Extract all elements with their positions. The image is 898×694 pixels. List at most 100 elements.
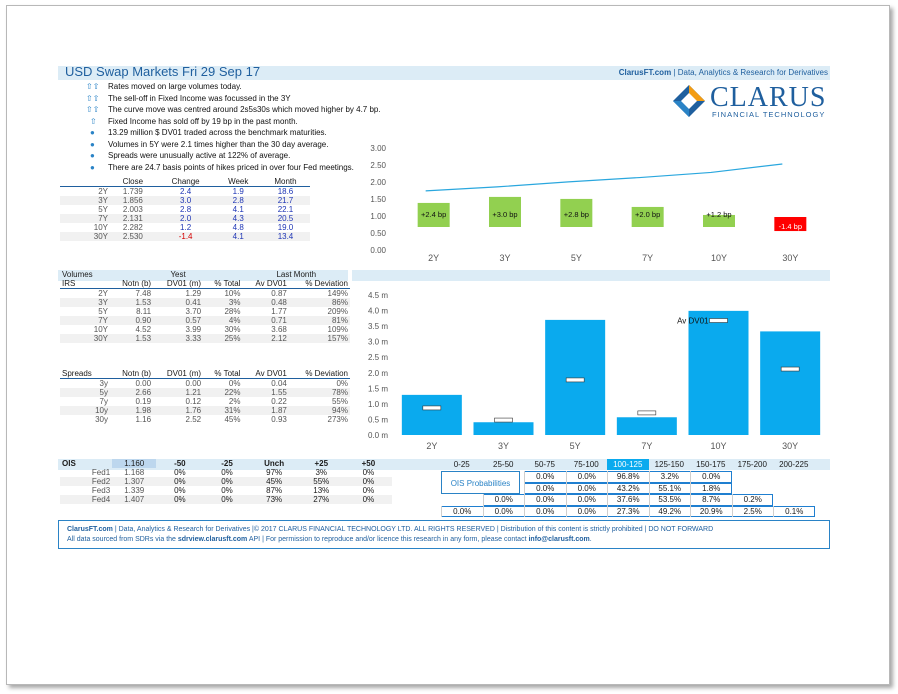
footer-line-1: ClarusFT.com | Data, Analytics & Researc… — [67, 525, 821, 535]
chart2-avg-marker — [565, 377, 585, 383]
dot-icon: ● — [90, 128, 95, 137]
volumes-row: 10Y 4.52 3.99 30% 3.68 109% — [60, 325, 350, 334]
volumes-dv01: 3.33 — [185, 334, 202, 343]
chart2-ytick: 3.0 m — [368, 338, 388, 347]
spreads-label: Spreads — [62, 369, 92, 378]
ois-row: Fed1 1.168 0% 0% 97% 3% 0% — [60, 468, 392, 477]
chart2-xtick: 2Y — [426, 441, 437, 451]
chart1-ytick: 1.50 — [370, 195, 386, 204]
rates-close: 2.131 — [122, 214, 143, 223]
ois-prob-unch: 45% — [266, 477, 283, 486]
chart2-bar — [760, 331, 821, 435]
footer-email-link[interactable]: info@clarusft.com — [528, 536, 590, 543]
chart2-avg-marker — [422, 405, 442, 411]
footer: ClarusFT.com | Data, Analytics & Researc… — [58, 520, 830, 549]
rates-month: 19.0 — [277, 223, 294, 232]
irs-header-row: IRS Notn (b) DV01 (m) % Total Av DV01 % Devia… — [60, 279, 350, 289]
rates-week: 4.1 — [232, 232, 244, 241]
volumes-avdv01: 0.87 — [271, 289, 287, 298]
ois-bucket-header: 150-175 — [696, 460, 726, 469]
volumes-dev: 94% — [331, 406, 348, 415]
chart1-bar — [774, 217, 807, 232]
volumes-pct: 10% — [224, 289, 241, 298]
ois-prob-p25: 27% — [313, 495, 330, 504]
up-arrow-icon: ⇧ — [90, 116, 97, 126]
chart2-annotation: Av DV01 — [677, 317, 709, 326]
volumes-row: 7y 0.19 0.12 2% 0.22 55% — [60, 397, 350, 406]
ois-prob-cell: 1.8% — [690, 482, 732, 494]
chart2-avg-marker — [494, 417, 513, 423]
ois-prob-p25: 13% — [313, 486, 330, 495]
chart2-ytick: 2.5 m — [368, 353, 388, 362]
ois-bucket-header: 0-25 — [453, 460, 470, 469]
volumes-pct: 0% — [228, 379, 241, 388]
ois-fed-name: Fed2 — [91, 477, 111, 486]
volumes-dv01: 3.70 — [185, 307, 202, 316]
volumes-tenor: 30Y — [93, 334, 108, 343]
ois-prob-m25: 0% — [221, 468, 233, 477]
volumes-dv01: 3.99 — [185, 325, 202, 334]
rates-change: 1.2 — [180, 223, 192, 232]
volumes-pct: 25% — [224, 334, 241, 343]
rates-tenor: 30Y — [93, 232, 108, 241]
chart1-ytick: 2.50 — [370, 161, 386, 170]
chart1-ytick: 1.00 — [370, 212, 386, 221]
chart2-xtick: 10Y — [710, 441, 726, 451]
volumes-avdv01: 0.04 — [271, 379, 287, 388]
ois-move-header: -50 — [174, 459, 186, 468]
volumes-row: 2Y 7.48 1.29 10% 0.87 149% — [60, 289, 350, 299]
ois-prob-cell: 0.0% — [524, 471, 566, 483]
volumes-row: 5Y 8.11 3.70 28% 1.77 209% — [60, 307, 350, 316]
ois-prob-p50: 0% — [362, 477, 375, 486]
ois-spot: 1.160 — [112, 459, 157, 468]
rates-row: 10Y 2.282 1.2 4.8 19.0 — [60, 223, 310, 232]
volumes-tenor: 7y — [99, 397, 108, 406]
ois-row: Fed3 1.339 0% 0% 87% 13% 0% — [60, 486, 392, 495]
ois-prob-cell: 0.0% — [690, 471, 732, 483]
volumes-notn: 0.00 — [135, 379, 152, 388]
ois-prob-p50: 0% — [362, 486, 375, 495]
rates-row: 2Y 1.739 2.4 1.9 18.6 — [60, 187, 310, 197]
ois-fed-name: Fed3 — [91, 486, 111, 495]
volumes-notn: 1.98 — [135, 406, 152, 415]
rate-change-chart: 3.00 2.50 2.00 1.50 1.00 0.50 0.00 +2.4 bp 2Y +3.… — [370, 144, 807, 263]
chart2-bar — [401, 394, 462, 435]
volumes-avdv01: 1.55 — [271, 388, 287, 397]
volumes-dv01: 1.21 — [185, 388, 202, 397]
ois-prob-p50: 0% — [362, 468, 375, 477]
ois-prob-cell: 0.0% — [441, 505, 483, 517]
chart2-bar — [545, 319, 606, 435]
volumes-avdv01: 0.48 — [271, 298, 287, 307]
ois-fed-name: Fed1 — [91, 468, 111, 477]
footer-sdrview-link[interactable]: sdrview.clarusft.com — [177, 536, 248, 543]
volumes-pct: 3% — [228, 298, 241, 307]
volumes-dv01: 0.12 — [185, 397, 202, 406]
ois-prob-p25: 3% — [315, 468, 328, 477]
footer-copyright: | Data, Analytics & Research for Derivat… — [112, 526, 714, 533]
ois-prob-cell: 53.5% — [648, 494, 691, 506]
volumes-notn: 7.48 — [135, 289, 152, 298]
ois-prob-m50: 0% — [174, 468, 186, 477]
ois-table: OIS 1.160 -50 -25 Unch +25 +50 Fed1 1.168 0% 0% 97%… — [60, 459, 392, 504]
volumes-pct: 31% — [224, 406, 241, 415]
volumes-col-header: % Deviation — [305, 279, 348, 288]
ois-move-header: Unch — [264, 459, 285, 468]
volumes-col-header: DV01 (m) — [166, 279, 202, 288]
col-change: Change — [171, 177, 200, 186]
volumes-table: Volumes Yest Last Month IRS Notn (b) DV01 (m)… — [60, 270, 350, 424]
ois-bucket-header: 125-150 — [654, 460, 684, 469]
ois-prob-cell: 37.6% — [607, 494, 649, 506]
chart2-xtick: 3Y — [498, 441, 509, 451]
volumes-label: Volumes — [62, 270, 93, 279]
rates-month: 13.4 — [277, 232, 294, 241]
footer-brand: ClarusFT.com — [67, 526, 113, 533]
rates-week: 4.8 — [232, 223, 244, 232]
volumes-row: 30y 1.16 2.52 45% 0.93 273% — [60, 415, 350, 424]
chart1-bar — [631, 206, 664, 227]
col-month: Month — [274, 177, 297, 186]
volumes-dv01: 1.76 — [185, 406, 202, 415]
chart2-avg-marker — [780, 366, 800, 372]
ois-bucket-header: 75-100 — [573, 460, 599, 469]
footer-period: . — [589, 536, 592, 543]
rates-month: 21.7 — [277, 196, 294, 205]
